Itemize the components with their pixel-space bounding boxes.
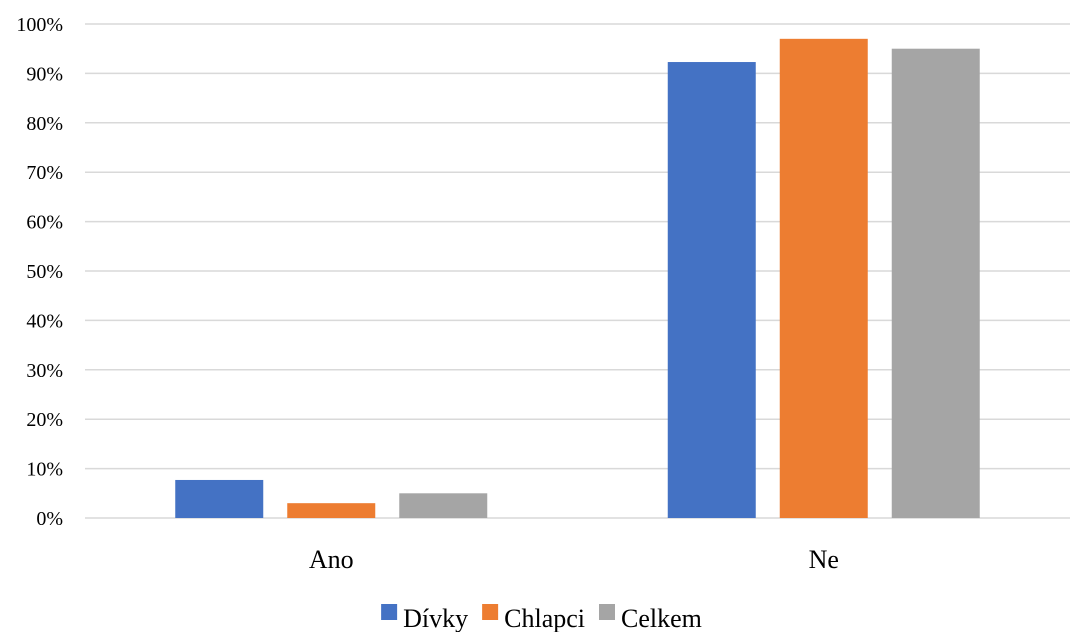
bar-ne-1 [779, 38, 868, 518]
x-axis-categories: Ano Ne [309, 545, 839, 574]
legend-label: Celkem [621, 604, 702, 632]
y-tick-label: 30% [26, 360, 63, 382]
legend-swatch [599, 604, 615, 620]
bar-ne-2 [891, 48, 980, 518]
x-category-label: Ano [309, 545, 354, 574]
bar-ano-1 [287, 503, 376, 518]
y-axis-ticks: 0% 10% 20% 30% 40% 50% 60% 70% 80% 90% 100% [16, 14, 63, 530]
y-tick-label: 70% [26, 162, 63, 184]
legend-swatch [381, 604, 398, 620]
legend-swatch [482, 604, 499, 620]
legend-label: Dívky [403, 604, 468, 632]
y-tick-label: 40% [26, 310, 63, 332]
x-category-label: Ne [809, 545, 839, 574]
y-tick-label: 0% [36, 508, 63, 530]
bar-ano-2 [399, 493, 488, 518]
y-tick-label: 20% [26, 409, 63, 431]
y-tick-label: 10% [26, 459, 63, 481]
y-tick-label: 60% [26, 212, 63, 234]
legend-label: Chlapci [504, 604, 585, 632]
y-tick-label: 90% [26, 63, 63, 85]
y-tick-label: 50% [26, 261, 63, 283]
legend: Dívky Chlapci Celkem [381, 604, 702, 632]
bar-ne-0 [667, 62, 756, 519]
y-tick-label: 80% [26, 113, 63, 135]
bar-ano-0 [175, 479, 264, 518]
bars [175, 38, 980, 519]
y-tick-label: 100% [16, 14, 63, 36]
